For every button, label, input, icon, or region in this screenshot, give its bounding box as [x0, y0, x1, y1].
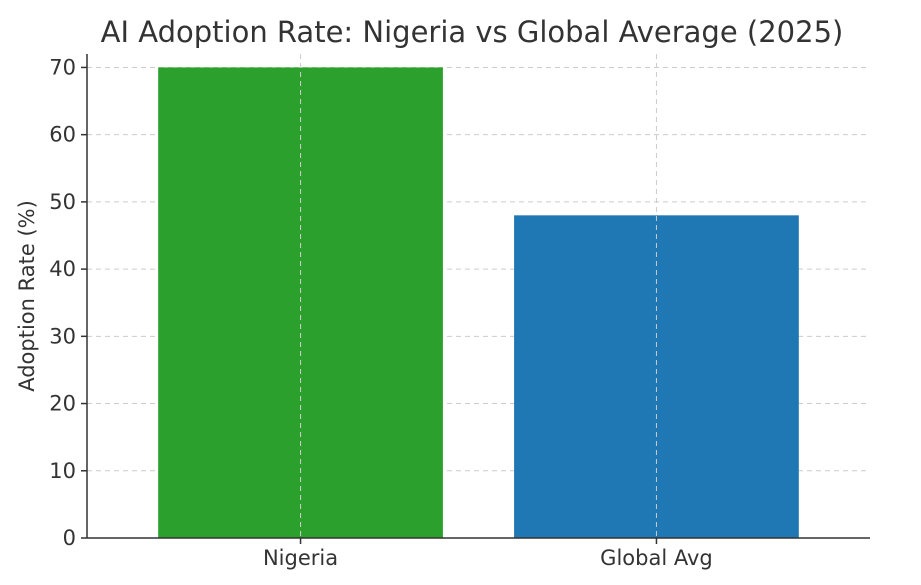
y-tick-label: 40 — [49, 257, 76, 281]
x-tick-layer: Nigeria Global Avg — [263, 538, 713, 570]
y-tick-label: 60 — [49, 123, 76, 147]
y-tick-label: 30 — [49, 324, 76, 348]
bar-layer — [158, 67, 799, 539]
y-tick-label: 0 — [63, 526, 76, 550]
bar-global-avg — [514, 215, 799, 539]
chart-title: AI Adoption Rate: Nigeria vs Global Aver… — [101, 15, 844, 49]
x-tick-label: Nigeria — [263, 546, 338, 570]
y-tick-label: 10 — [49, 459, 76, 483]
y-axis-label: Adoption Rate (%) — [15, 200, 39, 392]
x-tick-label: Global Avg — [600, 546, 713, 570]
y-tick-layer: 0 10 20 30 40 50 60 70 — [49, 55, 87, 550]
y-tick-label: 70 — [49, 55, 76, 79]
y-tick-label: 20 — [49, 392, 76, 416]
y-tick-label: 50 — [49, 190, 76, 214]
